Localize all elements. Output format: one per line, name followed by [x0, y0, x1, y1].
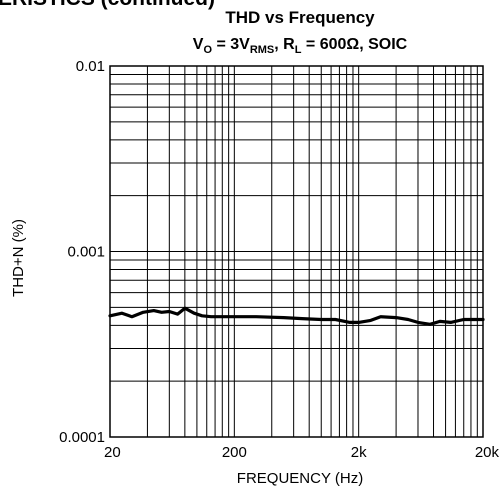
x-tick-labels: 20 200 2k 20k	[104, 444, 499, 461]
x-tick-label: 200	[222, 444, 247, 461]
y-tick-label: 0.0001	[59, 429, 105, 446]
plot-frame	[109, 65, 484, 438]
subtitle-part-3: , R	[274, 36, 295, 53]
y-axis-label: THD+N (%)	[10, 219, 27, 297]
subtitle-sub-3: L	[295, 44, 302, 56]
subtitle-part-2: = 3V	[212, 36, 250, 53]
subtitle-part-4: = 600Ω, SOIC	[301, 36, 407, 53]
plot-border	[109, 65, 484, 438]
subtitle-sub-1: O	[203, 44, 212, 56]
chart-subtitle: VO = 3VRMS, RL = 600Ω, SOIC	[193, 36, 408, 56]
grid	[110, 66, 483, 437]
x-tick-label: 2k	[351, 444, 367, 461]
x-tick-label: 20	[104, 444, 121, 461]
y-tick-label: 0.01	[76, 58, 105, 75]
subtitle-part-1: V	[193, 36, 204, 53]
x-axis-label: FREQUENCY (Hz)	[237, 470, 363, 487]
x-tick-label: 20k	[475, 444, 500, 461]
subtitle-sub-2: RMS	[250, 44, 274, 56]
series-line	[108, 306, 485, 326]
y-tick-labels: 0.01 0.001 0.0001	[59, 58, 105, 446]
series-layer	[108, 306, 485, 326]
y-tick-label: 0.001	[67, 244, 105, 261]
chart-title: THD vs Frequency	[225, 8, 375, 27]
section-heading: ERISTICS (continued)	[0, 0, 215, 10]
